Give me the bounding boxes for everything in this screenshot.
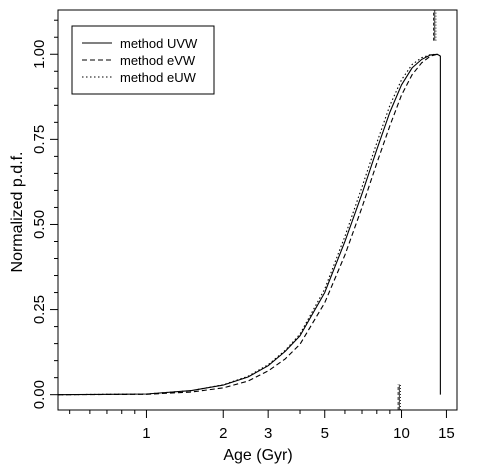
annotation-layer: [397, 10, 437, 410]
x-tick-label: 15: [438, 425, 455, 442]
y-tick-label: 0.50: [31, 210, 48, 239]
legend: method UVW method eVW method eUW: [71, 25, 215, 95]
y-tick-label: 1.00: [31, 40, 48, 69]
x-tick-label: 10: [393, 425, 410, 442]
legend-label: method UVW: [120, 36, 198, 51]
y-tick-label: 0.75: [31, 125, 48, 154]
x-tick-label: 2: [219, 425, 227, 442]
plot-frame: [57, 9, 458, 411]
y-tick-label: 0.00: [31, 380, 48, 409]
legend-label: method eUW: [120, 70, 197, 85]
legend-label: method eVW: [120, 53, 196, 68]
series-line-dashed: [57, 53, 441, 396]
y-tick-label: 0.25: [31, 295, 48, 324]
series-line-solid: [57, 53, 441, 396]
series-line-dotted: [57, 53, 441, 396]
axes-layer: 1 2 3 5 10 15 0.00 0.25 0.50 0.75 1.00: [31, 9, 458, 442]
y-axis-label: Normalized p.d.f.: [9, 152, 26, 273]
x-tick-label: 3: [264, 425, 272, 442]
x-axis-label: Age (Gyr): [223, 447, 292, 464]
x-tick-label: 1: [142, 425, 150, 442]
legend-box: [71, 25, 215, 95]
x-tick-label: 5: [321, 425, 329, 442]
series-layer: [57, 53, 441, 396]
